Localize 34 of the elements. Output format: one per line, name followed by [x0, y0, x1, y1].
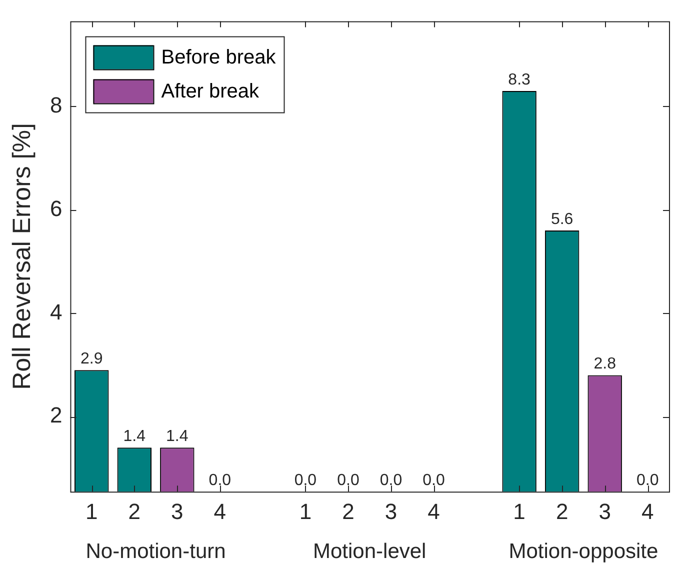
data-label: 1.4 [123, 428, 146, 446]
data-label: 8.3 [508, 71, 531, 88]
data-label: 5.6 [550, 210, 574, 228]
x-tick-label: 2 [342, 498, 354, 524]
data-label: 2.8 [594, 356, 616, 373]
y-tick-label: 6 [50, 196, 62, 221]
text: 0.0 [294, 472, 317, 490]
x-tick-label: 1 [85, 498, 98, 524]
legend-label: Before break [161, 46, 277, 69]
x-tick-label: 2 [556, 498, 568, 524]
y-tick-label: 8 [50, 92, 62, 118]
text: 0.0 [636, 472, 659, 490]
x-tick-label: 3 [384, 498, 398, 524]
x-tick-label: 4 [214, 498, 226, 524]
x-tick-label: 2 [128, 498, 141, 524]
y-tick-label: 2 [50, 402, 62, 428]
text: No-motion-turn [86, 540, 226, 563]
text: 0.0 [422, 472, 445, 490]
x-tick-label: 3 [598, 498, 611, 524]
data-label: 1.4 [166, 428, 188, 446]
x-tick-label: 1 [513, 498, 526, 524]
x-tick-label: 1 [299, 498, 312, 524]
x-tick-label: 4 [641, 498, 654, 524]
y-axis-title: Roll Reversal Errors [%] [8, 123, 36, 390]
y-tick-label: 4 [50, 299, 62, 324]
x-tick-label: 3 [171, 498, 184, 524]
legend-label: After break [161, 80, 260, 103]
text: 0.0 [380, 472, 402, 490]
text: Motion-opposite [508, 540, 658, 563]
x-tick-label: 4 [428, 498, 440, 524]
text: 0.0 [208, 472, 232, 490]
text: Motion-level [313, 540, 426, 563]
text: 0.0 [337, 472, 360, 490]
data-label: 2.9 [80, 350, 103, 368]
